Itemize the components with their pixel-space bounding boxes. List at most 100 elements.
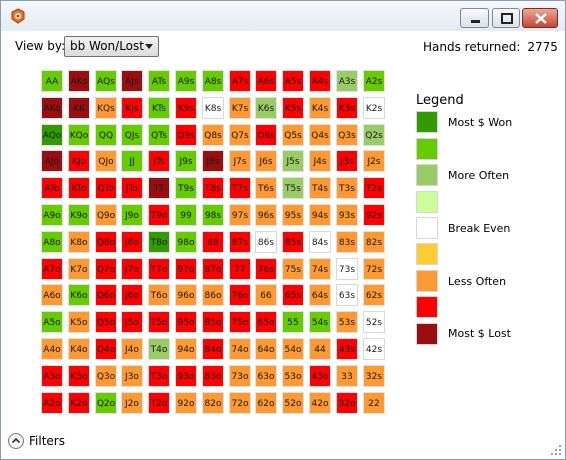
hand-cell[interactable]: AJs: [121, 70, 143, 92]
hand-cell[interactable]: J9s: [175, 150, 197, 172]
hand-cell[interactable]: Q8o: [95, 231, 117, 253]
hand-cell[interactable]: Q9s: [175, 124, 197, 146]
hand-cell[interactable]: 63o: [255, 365, 277, 387]
hand-cell[interactable]: T5o: [148, 311, 170, 333]
hand-cell[interactable]: 86o: [202, 284, 224, 306]
hand-cell[interactable]: K2o: [68, 392, 90, 414]
hand-cell[interactable]: JTs: [148, 150, 170, 172]
hand-cell[interactable]: T7s: [229, 177, 251, 199]
hand-cell[interactable]: 75o: [229, 311, 251, 333]
hand-cell[interactable]: 99: [175, 204, 197, 226]
hand-cell[interactable]: 64o: [255, 338, 277, 360]
hand-cell[interactable]: A3o: [41, 365, 63, 387]
hand-cell[interactable]: 44: [309, 338, 331, 360]
hand-cell[interactable]: Q8s: [202, 124, 224, 146]
hand-cell[interactable]: 96s: [255, 204, 277, 226]
hand-cell[interactable]: 33: [336, 365, 358, 387]
hand-cell[interactable]: A9s: [175, 70, 197, 92]
hand-cell[interactable]: 92o: [175, 392, 197, 414]
hand-cell[interactable]: KJo: [68, 150, 90, 172]
hand-cell[interactable]: Q5s: [282, 124, 304, 146]
hand-cell[interactable]: T4s: [309, 177, 331, 199]
hand-cell[interactable]: J3s: [336, 150, 358, 172]
hand-cell[interactable]: K7s: [229, 97, 251, 119]
hand-cell[interactable]: K3o: [68, 365, 90, 387]
hand-cell[interactable]: QJo: [95, 150, 117, 172]
hand-cell[interactable]: T7o: [148, 258, 170, 280]
hand-cell[interactable]: T3s: [336, 177, 358, 199]
hand-cell[interactable]: T4o: [148, 338, 170, 360]
hand-cell[interactable]: Q3s: [336, 124, 358, 146]
hand-cell[interactable]: K5o: [68, 311, 90, 333]
hand-cell[interactable]: 83o: [202, 365, 224, 387]
hand-cell[interactable]: 73s: [336, 258, 358, 280]
hand-cell[interactable]: K7o: [68, 258, 90, 280]
hand-cell[interactable]: 74s: [309, 258, 331, 280]
hand-cell[interactable]: 54o: [282, 338, 304, 360]
hand-cell[interactable]: 63s: [336, 284, 358, 306]
hand-cell[interactable]: 22: [363, 392, 385, 414]
hand-cell[interactable]: 62s: [363, 284, 385, 306]
hand-cell[interactable]: KK: [68, 97, 90, 119]
hand-cell[interactable]: T8o: [148, 231, 170, 253]
hand-cell[interactable]: J7s: [229, 150, 251, 172]
hand-cell[interactable]: K8s: [202, 97, 224, 119]
hand-cell[interactable]: 62o: [255, 392, 277, 414]
hand-cell[interactable]: JTo: [121, 177, 143, 199]
hand-cell[interactable]: 83s: [336, 231, 358, 253]
hand-cell[interactable]: 86s: [255, 231, 277, 253]
hand-cell[interactable]: A4s: [309, 70, 331, 92]
hand-cell[interactable]: KJs: [121, 97, 143, 119]
hand-cell[interactable]: QQ: [95, 124, 117, 146]
hand-cell[interactable]: J8s: [202, 150, 224, 172]
hand-cell[interactable]: 74o: [229, 338, 251, 360]
hand-cell[interactable]: Q7o: [95, 258, 117, 280]
hand-cell[interactable]: K9s: [175, 97, 197, 119]
hand-cell[interactable]: T9s: [175, 177, 197, 199]
hand-cell[interactable]: T6o: [148, 284, 170, 306]
hand-cell[interactable]: 76s: [255, 258, 277, 280]
hand-cell[interactable]: Q2o: [95, 392, 117, 414]
hand-cell[interactable]: K3s: [336, 97, 358, 119]
hand-cell[interactable]: 65o: [255, 311, 277, 333]
hand-cell[interactable]: A4o: [41, 338, 63, 360]
hand-cell[interactable]: 64s: [309, 284, 331, 306]
hand-cell[interactable]: A8o: [41, 231, 63, 253]
hand-cell[interactable]: T6s: [255, 177, 277, 199]
hand-cell[interactable]: K6s: [255, 97, 277, 119]
hand-cell[interactable]: J2o: [121, 392, 143, 414]
hand-cell[interactable]: K9o: [68, 204, 90, 226]
hand-cell[interactable]: J3o: [121, 365, 143, 387]
hand-cell[interactable]: T8s: [202, 177, 224, 199]
hand-cell[interactable]: J4s: [309, 150, 331, 172]
hand-cell[interactable]: ATo: [41, 177, 63, 199]
view-by-dropdown[interactable]: bb Won/Lost: [64, 36, 159, 57]
hand-cell[interactable]: A5s: [282, 70, 304, 92]
hand-cell[interactable]: Q6o: [95, 284, 117, 306]
hand-cell[interactable]: A6o: [41, 284, 63, 306]
hand-cell[interactable]: 87o: [202, 258, 224, 280]
resize-grip-icon[interactable]: [550, 444, 562, 456]
minimize-button[interactable]: [460, 8, 489, 28]
hand-cell[interactable]: 42s: [363, 338, 385, 360]
hand-cell[interactable]: K5s: [282, 97, 304, 119]
hand-cell[interactable]: Q4o: [95, 338, 117, 360]
hand-cell[interactable]: A2s: [363, 70, 385, 92]
hand-cell[interactable]: J4o: [121, 338, 143, 360]
hand-cell[interactable]: 52s: [363, 311, 385, 333]
hand-cell[interactable]: AKo: [41, 97, 63, 119]
hand-cell[interactable]: 54s: [309, 311, 331, 333]
hand-cell[interactable]: 55: [282, 311, 304, 333]
hand-cell[interactable]: 98s: [202, 204, 224, 226]
hand-cell[interactable]: 95o: [175, 311, 197, 333]
hand-cell[interactable]: 94s: [309, 204, 331, 226]
hand-cell[interactable]: AJo: [41, 150, 63, 172]
hand-cell[interactable]: T3o: [148, 365, 170, 387]
hand-cell[interactable]: KQo: [68, 124, 90, 146]
hand-cell[interactable]: J6s: [255, 150, 277, 172]
hand-cell[interactable]: 53s: [336, 311, 358, 333]
hand-cell[interactable]: A7o: [41, 258, 63, 280]
hand-cell[interactable]: AQo: [41, 124, 63, 146]
hand-cell[interactable]: A6s: [255, 70, 277, 92]
hand-cell[interactable]: Q9o: [95, 204, 117, 226]
